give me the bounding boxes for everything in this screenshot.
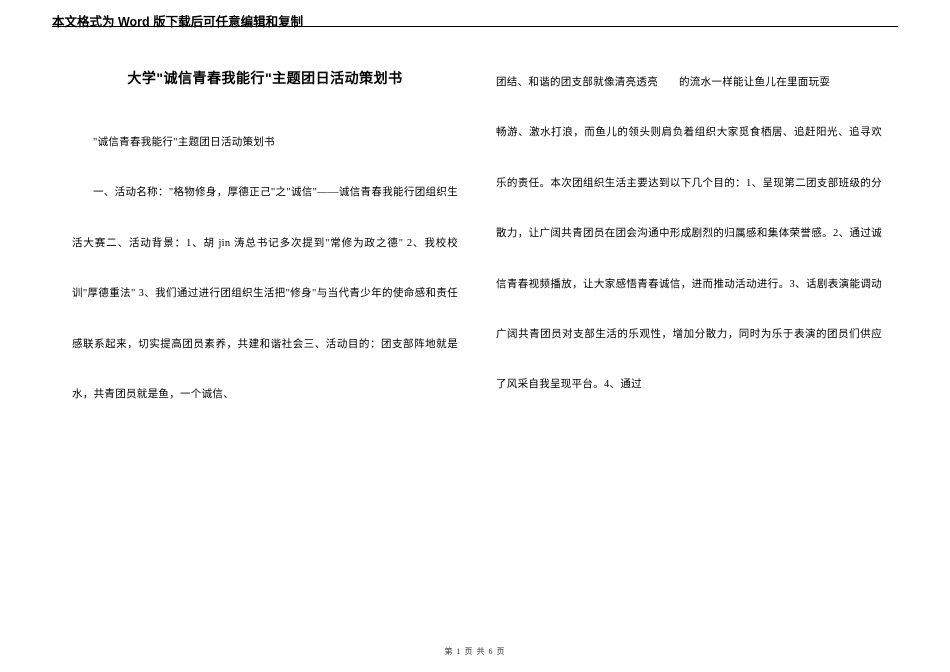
document-body: 大学"诚信青春我能行"主题团日活动策划书 "诚信青春我能行"主题团日活动策划书 …	[72, 58, 882, 628]
header-divider	[52, 26, 898, 27]
paragraph: "诚信青春我能行"主题团日活动策划书	[72, 118, 458, 168]
page-footer: 第 1 页 共 6 页	[0, 646, 950, 657]
column-right: 团结、和谐的团支部就像清亮透亮 的流水一样能让鱼儿在里面玩耍 畅游、激水打浪，而鱼…	[496, 58, 882, 628]
document-title: 大学"诚信青春我能行"主题团日活动策划书	[72, 68, 458, 88]
paragraph: 团结、和谐的团支部就像清亮透亮 的流水一样能让鱼儿在里面玩耍	[496, 58, 882, 108]
page-header-note: 本文格式为 Word 版下载后可任意编辑和复制	[52, 11, 303, 30]
text-run: 的流水一样能让鱼儿在里面玩耍	[679, 77, 830, 88]
text-run: 团结、和谐的团支部就像清亮透亮	[496, 77, 658, 88]
column-left: 大学"诚信青春我能行"主题团日活动策划书 "诚信青春我能行"主题团日活动策划书 …	[72, 58, 458, 628]
paragraph: 一、活动名称："格物修身，厚德正己"之"诚信"——诚信青春我能行团组织生活大赛二…	[72, 168, 458, 420]
paragraph: 畅游、激水打浪，而鱼儿的领头则肩负着组织大家觅食栖居、追赶阳光、追寻欢乐的责任。…	[496, 108, 882, 410]
